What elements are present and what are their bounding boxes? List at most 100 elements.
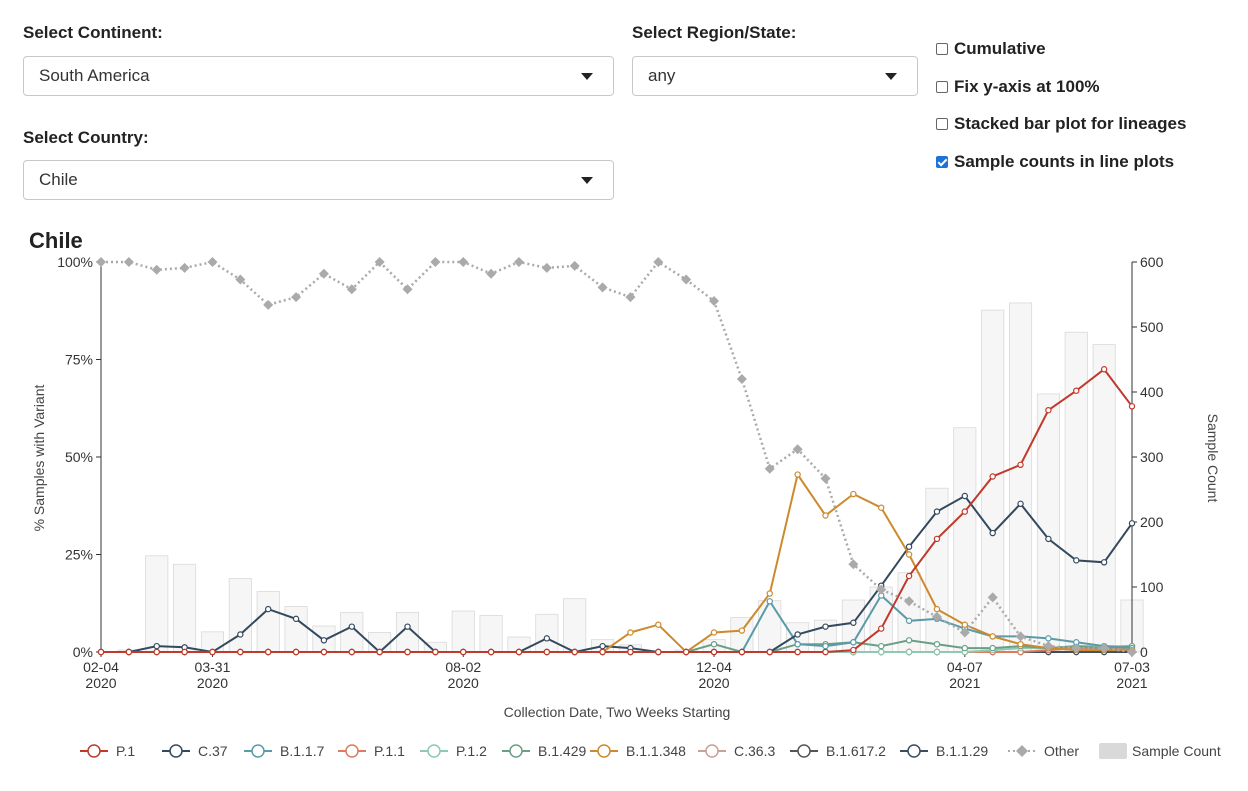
y2-axis-label: Sample Count <box>1205 414 1221 503</box>
sample-count-bar <box>340 611 364 653</box>
series-point <box>989 529 996 537</box>
series-point <box>959 627 970 638</box>
legend-swatch <box>907 744 921 758</box>
checkbox-cumulative-box[interactable] <box>936 43 948 55</box>
y2-tick-label: 0 <box>1140 644 1148 660</box>
continent-select-value: South America <box>39 66 150 85</box>
series-point <box>905 617 913 624</box>
sample-count-bars <box>117 302 1144 653</box>
series-point <box>878 642 885 650</box>
series-point <box>1073 557 1080 564</box>
series-point <box>850 619 857 626</box>
series-point <box>1071 643 1082 654</box>
series-point <box>541 262 552 273</box>
fix-y-axis-checkbox[interactable]: Fix y-axis at 100% <box>936 77 1100 97</box>
series-point <box>123 257 134 267</box>
chevron-down-icon <box>581 73 593 80</box>
checkbox-sample-counts-box[interactable] <box>936 156 948 168</box>
series-point <box>625 292 636 303</box>
sample-count-bar <box>284 606 308 653</box>
series-point <box>320 648 328 656</box>
series-point <box>153 642 160 650</box>
cumulative-checkbox[interactable]: Cumulative <box>936 39 1046 59</box>
sample-count-bar <box>228 578 252 653</box>
series-point <box>515 648 523 656</box>
series-point <box>264 605 272 613</box>
legend-label: B.1.1.7 <box>280 743 325 759</box>
series-point <box>569 260 580 271</box>
y2-tick-label: 500 <box>1140 319 1164 335</box>
legend-swatch <box>1099 743 1127 759</box>
legend-swatch <box>251 744 265 758</box>
series-line <box>101 367 1133 653</box>
series-point <box>346 284 357 295</box>
series-point <box>710 629 718 636</box>
series-point <box>933 641 941 648</box>
series-point <box>292 648 300 656</box>
country-select[interactable]: Chile <box>23 160 614 200</box>
series-point <box>822 623 829 630</box>
continent-label: Select Continent: <box>23 23 163 42</box>
legend-swatch <box>705 744 719 758</box>
series-point <box>1127 647 1137 657</box>
sample-count-bar <box>395 611 420 653</box>
chart-legend: P.1 C.37 B.1.1.7 P.1.1 P.1.2 B.1.429 B.1.1.348… <box>80 743 1221 759</box>
series-point <box>1017 461 1024 468</box>
legend-label: B.1.617.2 <box>826 743 886 759</box>
series-point <box>878 625 885 632</box>
series-point <box>1128 403 1136 410</box>
series-point <box>96 257 106 267</box>
x-tick-label-year: 2020 <box>85 675 116 691</box>
sample-count-bar <box>145 555 169 653</box>
series-point <box>432 648 439 656</box>
series-point <box>764 463 775 474</box>
sample-counts-checkbox[interactable]: Sample counts in line plots <box>936 152 1174 172</box>
region-select[interactable]: any <box>632 56 918 96</box>
series-point <box>1045 535 1052 543</box>
legend-label: P.1.1 <box>374 743 405 759</box>
series-point <box>822 642 829 650</box>
legend-label: P.1 <box>116 743 135 759</box>
series-point <box>543 648 551 656</box>
y2-tick-label: 400 <box>1140 384 1164 400</box>
legend-swatch <box>427 744 441 758</box>
sample-count-bar <box>1008 302 1033 653</box>
legend-swatch <box>345 744 359 758</box>
series-point <box>597 282 608 293</box>
series-point <box>1128 520 1136 527</box>
series-point <box>850 646 857 654</box>
series-point <box>402 284 413 295</box>
series-point <box>738 627 746 634</box>
checkbox-stacked-box[interactable] <box>936 118 948 130</box>
series-point <box>430 257 441 267</box>
checkbox-sample-counts-label: Sample counts in line plots <box>954 152 1175 171</box>
checkbox-fix-y-box[interactable] <box>936 81 948 93</box>
series-point <box>1099 643 1110 654</box>
continent-select[interactable]: South America <box>23 56 614 96</box>
series-point <box>933 508 941 515</box>
series-point <box>1045 635 1052 642</box>
series-point <box>736 374 747 384</box>
series-line <box>101 494 1133 654</box>
series-point <box>878 648 885 656</box>
series-point <box>820 473 831 484</box>
series-point <box>1017 500 1024 507</box>
series-point <box>878 504 885 511</box>
series-point <box>487 648 495 656</box>
series-point <box>681 274 692 285</box>
series-point <box>792 444 803 455</box>
series-point <box>822 648 829 656</box>
series-point <box>179 262 190 273</box>
y2-tick-label: 300 <box>1140 449 1164 465</box>
series-point <box>794 471 801 478</box>
stacked-bar-checkbox[interactable]: Stacked bar plot for lineages <box>936 114 1186 134</box>
series-point <box>348 623 355 630</box>
series-point <box>989 633 996 640</box>
sample-count-bar <box>1064 331 1088 653</box>
series-point <box>1045 406 1052 414</box>
series-point <box>961 492 969 500</box>
series-point <box>627 648 634 656</box>
series-point <box>655 621 662 628</box>
y-tick-label: 50% <box>65 449 93 465</box>
series-point <box>404 648 411 656</box>
